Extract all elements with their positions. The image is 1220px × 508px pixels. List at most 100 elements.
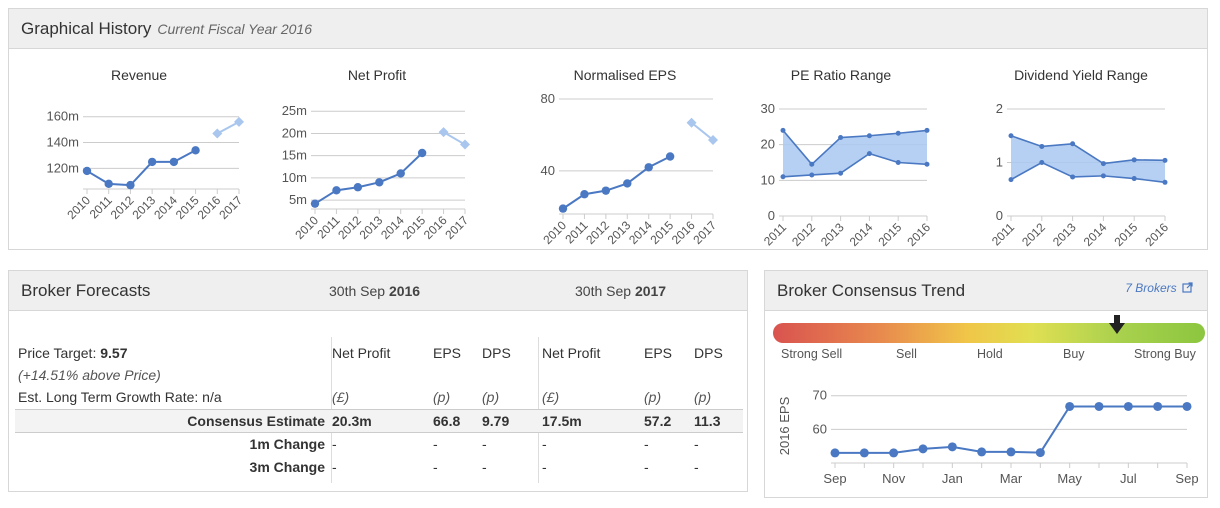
data-point [1039,143,1045,149]
range-band [783,130,927,177]
col-header-dps-2016: DPS [482,345,511,361]
forecast-line [216,121,240,135]
brokers-link[interactable]: 7 Brokers [1125,281,1193,295]
range-series-line [782,152,928,178]
normalised-eps-chart-title: Normalised EPS [573,67,677,83]
data-point [809,172,815,178]
cell-value: - [433,436,438,452]
eps-trend-chart-svg: 60 70 Sep Nov Jan Mar May Jul Sep 2016 EPS [777,388,1199,486]
external-link-icon[interactable] [1182,282,1193,293]
unit: (p) [644,389,662,405]
data-point [396,169,405,178]
data-point [1100,161,1106,167]
data-point [977,447,987,457]
cell-value: - [542,459,547,475]
range-series-line [782,129,928,166]
forecast-line [443,131,466,146]
x-tick-label: 2012 [108,193,137,222]
x-tick-label: 2015 [173,193,202,222]
y-tick-label: 80 [541,91,555,106]
col-header-net-profit-2016: Net Profit [332,345,391,361]
cell-value: 20.3m [332,413,372,429]
y-axis-label: 2016 EPS [777,396,792,455]
x-tick-label: 2011 [562,218,590,246]
dividend-yield-chart-svg: 0 1 2 2011 2012 2013 2014 2015 2016 [989,101,1171,249]
data-point [1153,401,1163,411]
scale-label-strong-buy: Strong Buy [1134,347,1196,361]
price-target: Price Target: 9.57 [18,345,127,361]
data-point [1065,401,1075,411]
col-header-dps-2017: DPS [694,345,723,361]
data-point [1162,157,1168,163]
broker-consensus-title: Broker Consensus Trend [777,280,966,300]
forecast-line [690,121,714,141]
x-tick-label: 2016 [904,220,933,249]
x-tick-label: 2011 [314,213,342,241]
data-point [1039,160,1045,165]
data-point [859,448,869,458]
revenue-chart: Revenue 120m 140m 160m 2010 2011 2012 2013 2014… [29,49,249,249]
unit: (£) [332,389,350,405]
data-point [830,448,840,458]
row-label: Consensus Estimate [187,413,325,429]
data-point [895,160,901,165]
forecast-point [438,127,449,138]
col-header-eps-2017: EPS [644,345,673,361]
cell-value: - [482,459,487,475]
data-point [1131,157,1137,163]
data-point [947,442,957,452]
cell-value: 17.5m [542,413,582,429]
brokers-link-label[interactable]: 7 Brokers [1125,281,1177,295]
y-tick-label: 70 [813,388,827,403]
unit: (p) [433,389,451,405]
x-tick-label: 2017 [442,213,471,242]
data-point [1008,133,1014,139]
revenue-chart-svg: 120m 140m 160m 2010201120122013201420152016… [46,109,245,222]
broker-forecasts-panel: Broker Forecasts 30th Sep 2016 30th Sep … [8,270,748,492]
broker-forecasts-title: Broker Forecasts [21,280,151,300]
unit: (p) [482,389,500,405]
cell-value: 9.79 [482,413,510,429]
y-tick-label: 2 [996,101,1003,116]
x-tick-label: 2012 [1019,220,1048,249]
pe-ratio-chart: PE Ratio Range 0 10 20 30 2011 2012 2013 2014 20… [731,49,951,249]
range-series-line [1010,134,1166,165]
data-point [1182,401,1192,411]
y-tick-label: 5m [289,192,307,207]
graphical-history-subtitle: Current Fiscal Year 2016 [157,20,312,37]
data-point [780,174,786,180]
graphical-history-panel: Graphical History Current Fiscal Year 20… [8,8,1208,250]
data-point [895,130,901,136]
normalised-eps-chart: Normalised EPS 40 80 2010 2011 2012 2013 2014 2… [515,49,735,249]
data-point [866,133,872,139]
data-point [924,161,930,167]
price-note: (+14.51% above Price) [18,367,161,383]
forecast-point [234,116,244,127]
net-profit-chart-svg: 5m10m15m20m25m20102011201220132014201520… [282,103,472,242]
cell-value: - [694,436,699,452]
date-prefix: 30th Sep [329,283,389,299]
x-tick-label: 2013 [818,220,847,249]
data-point [838,135,844,141]
data-point [866,151,872,157]
data-point [310,199,320,208]
consensus-marker-arrow-icon [1109,323,1125,334]
pe-ratio-chart-title: PE Ratio Range [790,67,892,83]
x-tick-label: 2011 [761,220,789,248]
data-point [665,152,675,161]
forecast-point [212,128,223,139]
data-point [126,180,135,190]
y-tick-label: 10 [761,172,775,187]
price-target-label: Price Target: [18,345,101,361]
y-tick-label: 140m [46,135,79,150]
graphical-history-title: Graphical History [21,18,152,38]
cell-value: 66.8 [433,413,461,429]
x-tick-label: 2017 [690,218,719,247]
forecast-date-2016: 30th Sep 2016 [329,283,420,299]
data-point [417,148,427,158]
x-tick-label: 2011 [87,193,115,221]
data-point [580,190,589,199]
data-point [191,146,200,155]
data-point [918,444,928,454]
table-row-consensus: Consensus Estimate 20.3m 66.8 9.79 17.5m… [15,409,743,433]
